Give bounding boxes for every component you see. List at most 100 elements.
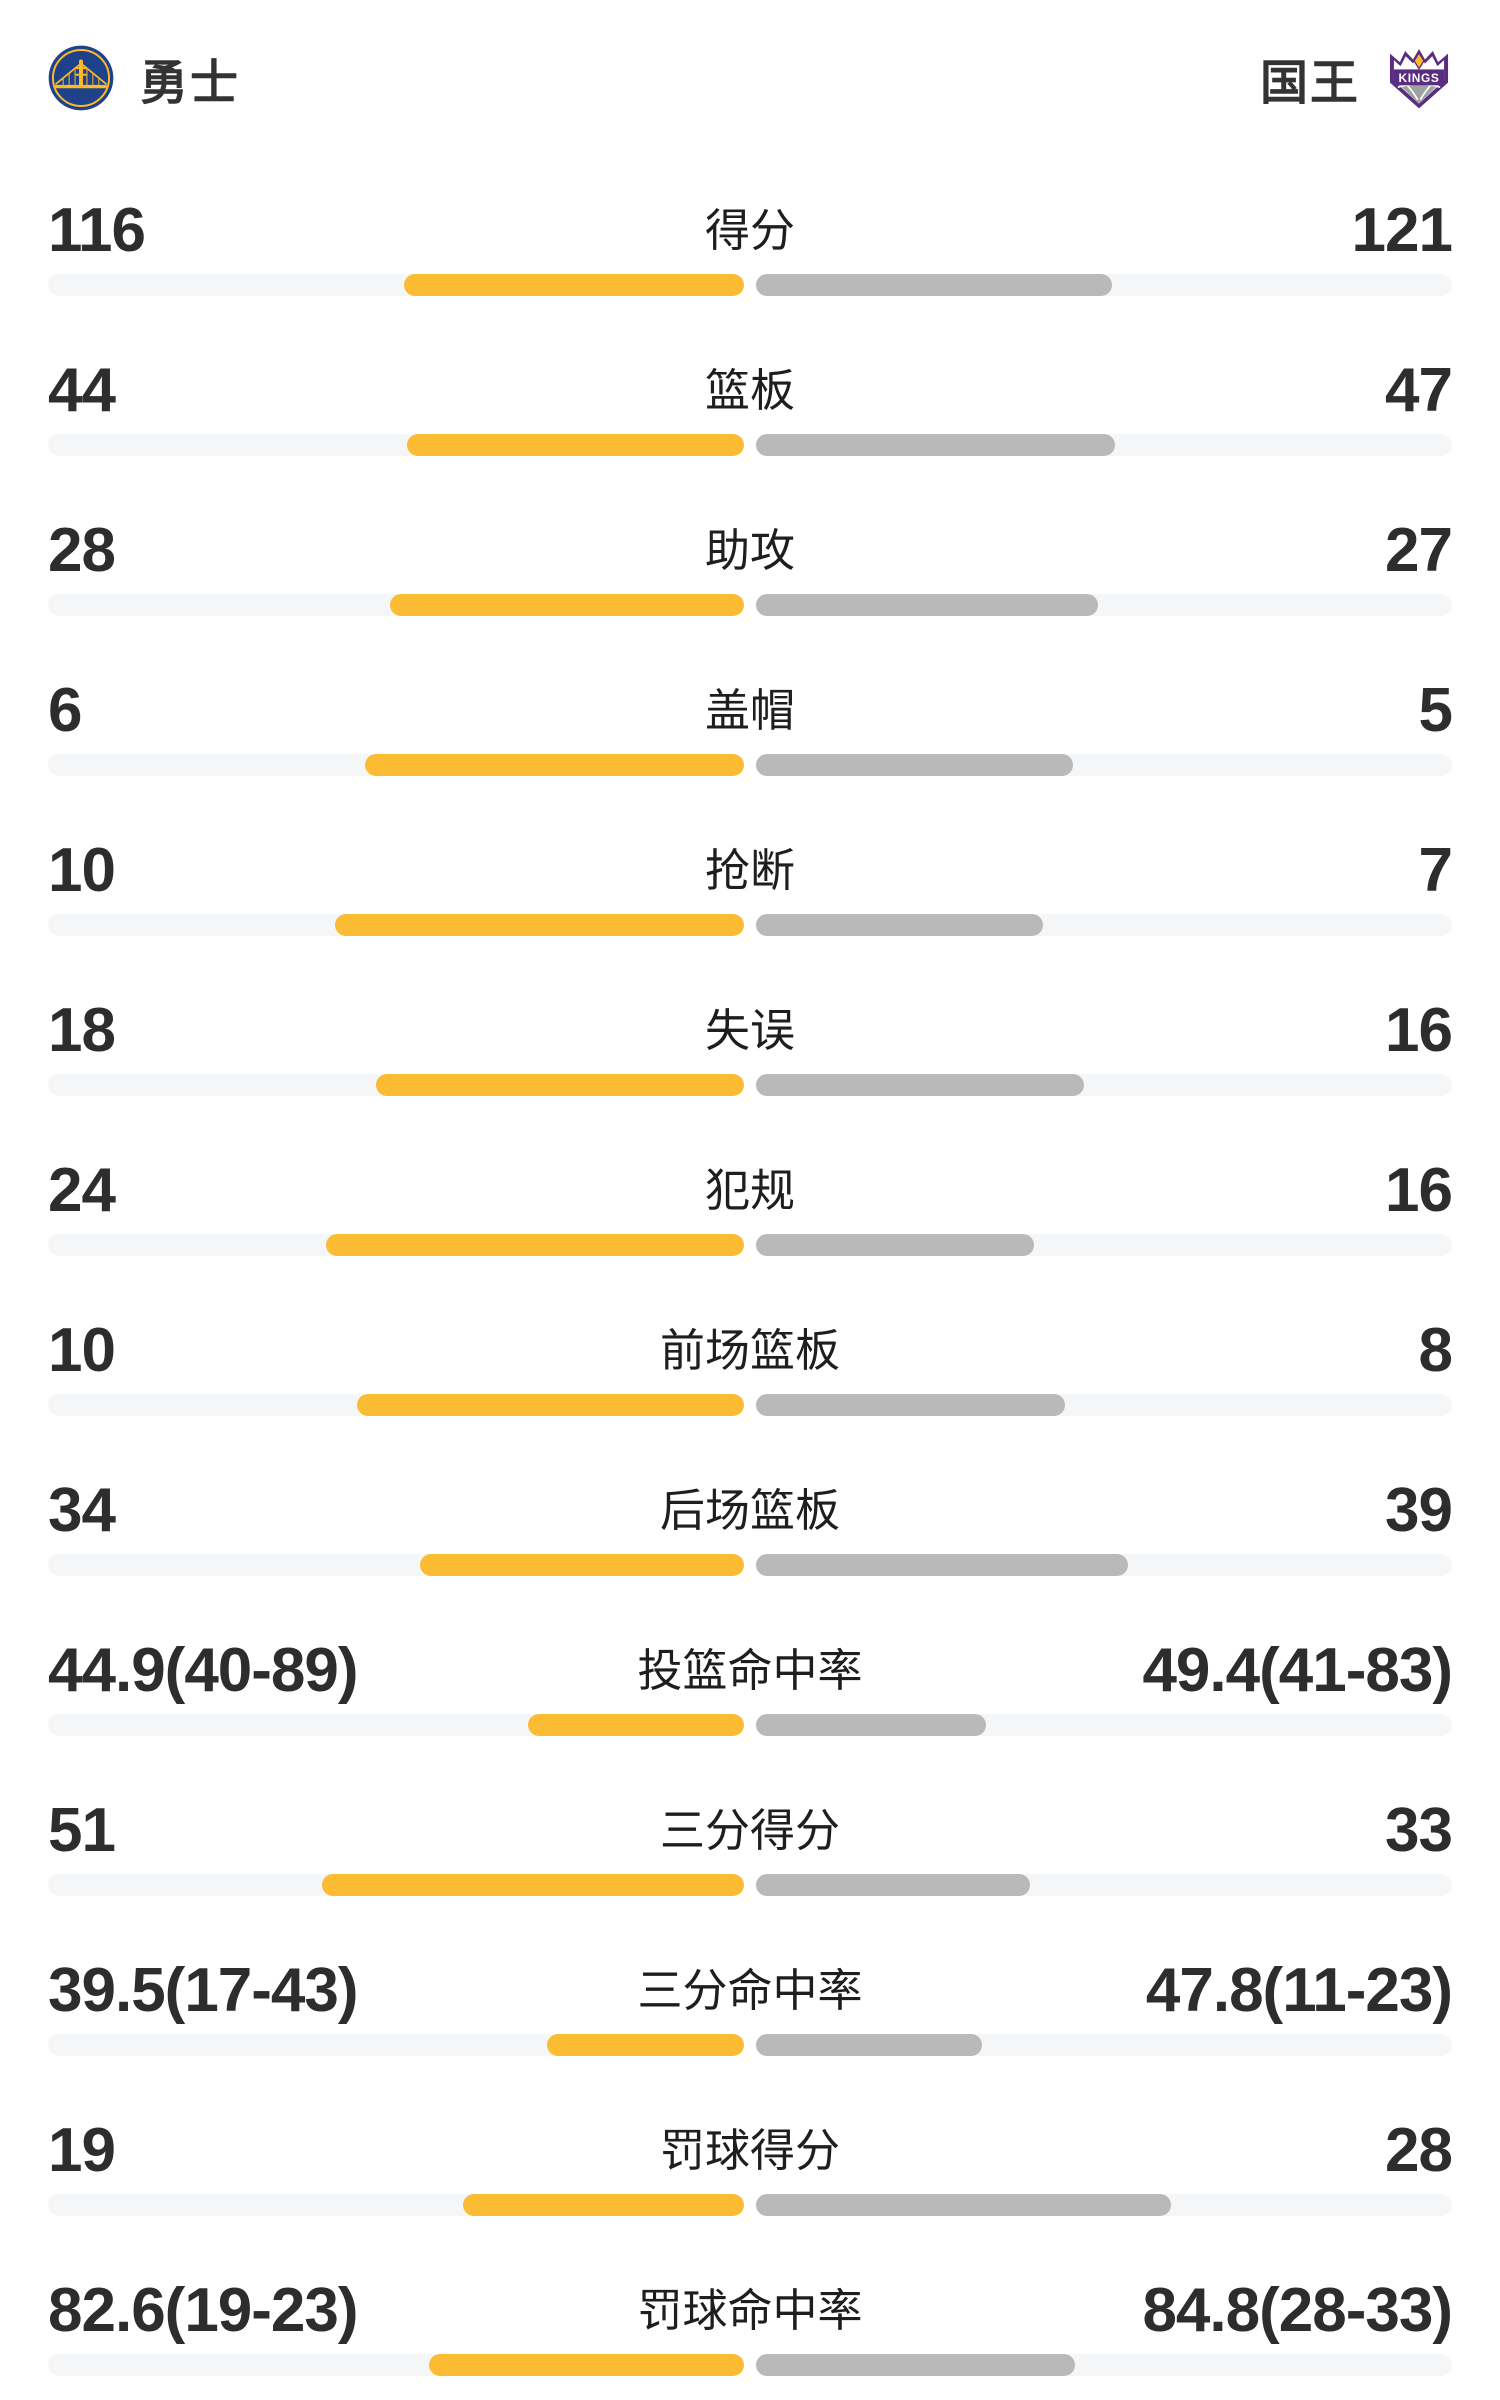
home-value: 18 [48,996,116,1065]
stat-row-text: 39.5(17-43) 三分命中率 47.8(11-23) [48,1956,1453,2025]
away-value: 121 [1351,196,1453,265]
stat-row: 6 盖帽 5 [48,640,1453,800]
home-value: 44 [48,356,116,425]
home-bar-fill [462,2194,744,2216]
away-bar-track [756,1714,1452,1736]
home-bar-fill [321,1874,744,1896]
stat-label: 前场篮板 [659,1325,840,1376]
stat-label: 抢断 [704,845,795,896]
stat-row-bars [48,434,1452,456]
home-bar-fill [403,274,744,296]
away-bar-track [756,1234,1452,1256]
stats-list: 116 得分 121 44 篮板 47 [48,160,1453,2400]
away-bar-fill [756,754,1073,776]
away-bar-track [756,754,1452,776]
home-bar-fill [407,434,744,456]
stat-label: 罚球得分 [659,2125,840,2176]
stat-row-bars [48,1874,1452,1896]
stat-row: 10 前场篮板 8 [48,1280,1453,1440]
teams-header: 勇士 国王 KINGS [48,0,1452,112]
home-value: 44.9(40-89) [48,1636,359,1705]
away-bar-fill [756,2034,982,2056]
stat-label: 篮板 [704,365,795,416]
stat-label: 三分得分 [659,1805,840,1856]
home-bar-track [48,1554,744,1576]
home-bar-track [48,1874,744,1896]
home-bar-fill [326,1234,744,1256]
away-value: 49.4(41-83) [1142,1636,1453,1705]
away-bar-track [756,2354,1452,2376]
home-bar-track [48,2194,744,2216]
away-bar-fill [756,1874,1030,1896]
home-value: 24 [48,1156,116,1225]
home-bar-fill [334,914,744,936]
stat-row: 44.9(40-89) 投篮命中率 49.4(41-83) [48,1600,1453,1760]
home-bar-fill [528,1714,744,1736]
stat-label: 盖帽 [704,685,795,736]
stat-label: 得分 [704,205,795,256]
stat-row: 28 助攻 27 [48,480,1453,640]
home-value: 10 [48,836,116,905]
away-bar-track [756,914,1452,936]
stat-row: 51 三分得分 33 [48,1760,1453,1920]
stat-row-bars [48,1234,1452,1256]
away-bar-track [756,2194,1452,2216]
stat-row-text: 116 得分 121 [48,196,1453,265]
stat-row-text: 10 前场篮板 8 [48,1316,1453,1385]
stat-row: 82.6(19-23) 罚球命中率 84.8(28-33) [48,2240,1453,2400]
away-bar-track [756,594,1452,616]
stat-label: 投篮命中率 [637,1645,863,1696]
away-value: 16 [1385,1156,1453,1225]
away-bar-track [756,1074,1452,1096]
away-value: 5 [1418,676,1453,745]
stat-label: 三分命中率 [637,1965,863,2016]
away-bar-track [756,434,1452,456]
stat-row-bars [48,1554,1452,1576]
stat-label: 后场篮板 [659,1485,840,1536]
home-bar-track [48,1714,744,1736]
away-bar-track [756,1874,1452,1896]
home-value: 10 [48,1316,116,1385]
home-value: 116 [48,196,146,265]
home-bar-track [48,434,744,456]
stat-row: 44 篮板 47 [48,320,1453,480]
stat-row-bars [48,2034,1452,2056]
home-bar-track [48,754,744,776]
home-bar-track [48,2034,744,2056]
away-bar-fill [756,274,1112,296]
home-bar-fill [389,594,744,616]
away-value: 47.8(11-23) [1145,1956,1453,2025]
home-value: 28 [48,516,116,585]
away-value: 84.8(28-33) [1142,2276,1453,2345]
away-bar-fill [756,1394,1066,1416]
away-bar-fill [756,914,1043,936]
stat-row-bars [48,2354,1452,2376]
home-bar-fill [429,2354,744,2376]
stat-row-bars [48,1394,1452,1416]
stat-row: 24 犯规 16 [48,1120,1453,1280]
stat-row-bars [48,2194,1452,2216]
home-bar-fill [375,1074,744,1096]
stat-row: 39.5(17-43) 三分命中率 47.8(11-23) [48,1920,1453,2080]
stat-row-text: 34 后场篮板 39 [48,1476,1453,1545]
stat-row-text: 44 篮板 47 [48,356,1453,425]
home-bar-track [48,914,744,936]
stat-label: 助攻 [704,525,795,576]
away-bar-track [756,274,1452,296]
away-bar-fill [756,1714,987,1736]
warriors-logo-icon [48,45,114,111]
kings-logo-icon: KINGS [1386,45,1452,111]
stat-row-bars [48,914,1452,936]
home-bar-fill [547,2034,744,2056]
away-value: 47 [1385,356,1453,425]
home-bar-fill [357,1394,744,1416]
stat-row-text: 18 失误 16 [48,996,1453,1065]
team-away: 国王 KINGS [1260,43,1452,113]
home-value: 34 [48,1476,116,1545]
away-bar-fill [756,2354,1076,2376]
stat-row-text: 44.9(40-89) 投篮命中率 49.4(41-83) [48,1636,1453,1705]
stat-row-text: 24 犯规 16 [48,1156,1453,1225]
away-bar-track [756,2034,1452,2056]
home-bar-track [48,274,744,296]
